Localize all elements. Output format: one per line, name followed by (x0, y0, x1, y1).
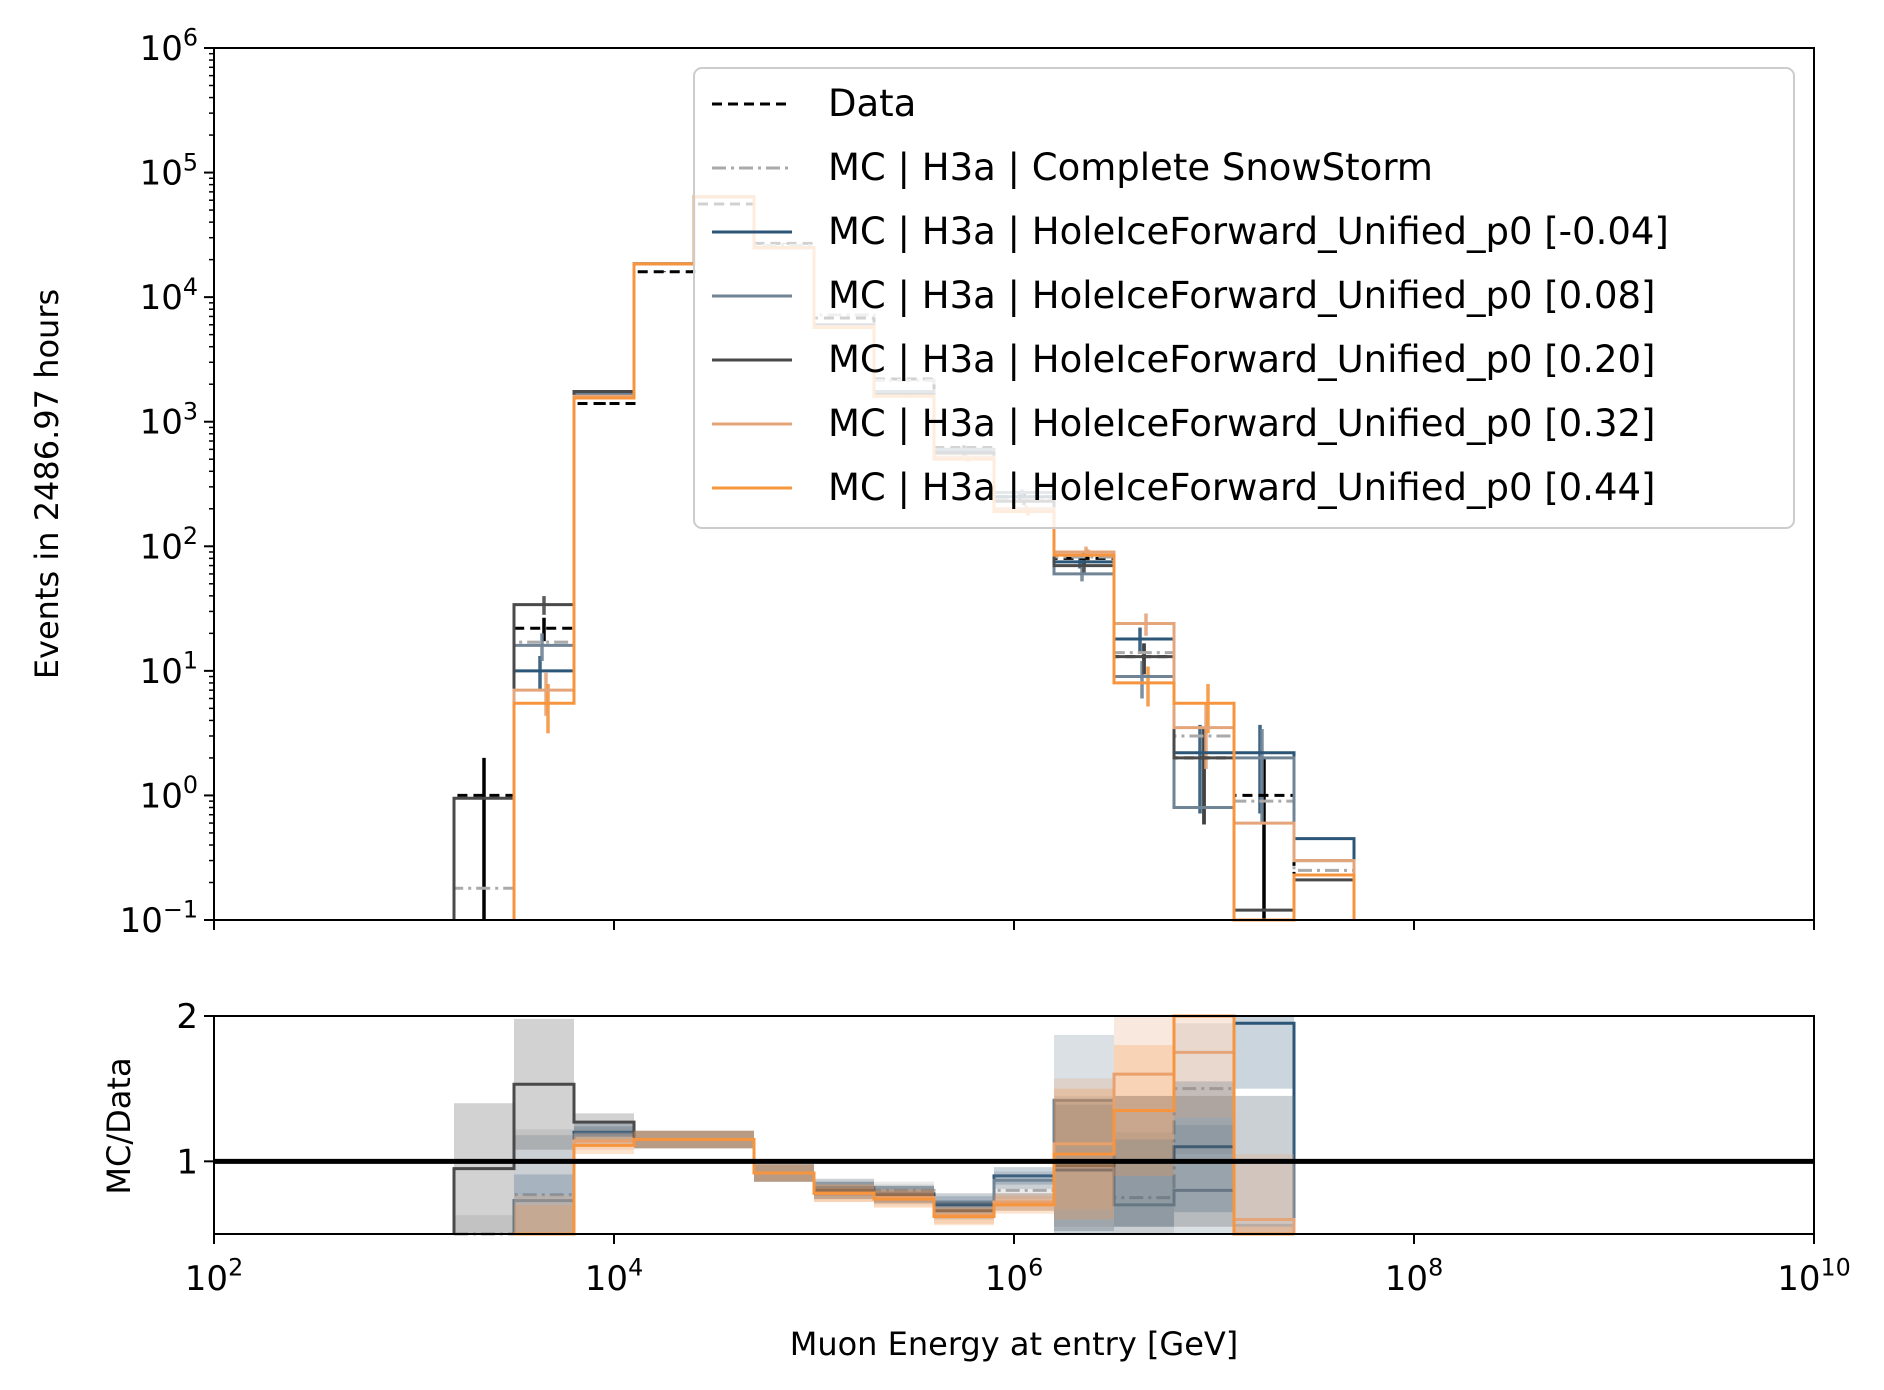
ratio-series-5 (514, 1014, 1294, 1236)
ratio-band-0-11 (1114, 1132, 1174, 1234)
ratio-y-axis-label: MC/Data (100, 1057, 138, 1194)
x-tick-label-2: 106 (985, 1254, 1043, 1299)
x-tick-label-3: 108 (1385, 1254, 1443, 1299)
main-y-tick-label-1: 100 (140, 771, 198, 816)
ratio-y-axis-ticks: 12 (176, 997, 214, 1182)
legend-label-4: MC | H3a | HoleIceForward_Unified_p0 [0.… (828, 338, 1656, 381)
ratio-band-5-13 (1234, 1226, 1294, 1234)
legend-label-5: MC | H3a | HoleIceForward_Unified_p0 [0.… (828, 402, 1656, 445)
main-y-tick-label-4: 103 (140, 397, 198, 442)
ratio-plot-panel: 12 102 104 106 108 1010 MC/Data Muon Energy … (100, 997, 1851, 1363)
legend-label-0: Data (828, 82, 916, 125)
ratio-x-axis-ticks: 102 104 106 108 1010 (185, 1234, 1851, 1299)
main-y-axis-ticks: 10−1 100 101 102 103 104 105 106 (120, 24, 214, 941)
ratio-band-4-1 (514, 1194, 574, 1234)
main-y-tick-label-7: 106 (140, 24, 198, 69)
legend-frame (693, 67, 1795, 529)
ratio-band-0-1 (514, 1129, 574, 1234)
main-y-tick-label-2: 101 (140, 647, 198, 692)
ratio-band-2-1 (514, 1135, 574, 1234)
main-y-tick-label-6: 105 (140, 148, 198, 193)
ratio-band-4-12 (1174, 1016, 1234, 1118)
main-y-tick-label-5: 104 (140, 273, 198, 318)
ratio-y-tick-label-1: 2 (176, 997, 198, 1037)
ratio-band-2-12 (1174, 1125, 1234, 1234)
x-tick-label-1: 104 (585, 1254, 643, 1299)
x-tick-label-4: 1010 (1777, 1254, 1851, 1299)
legend-label-6: MC | H3a | HoleIceForward_Unified_p0 [0.… (828, 466, 1656, 509)
ratio-band-2-11 (1114, 1139, 1174, 1234)
legend-label-1: MC | H3a | Complete SnowStorm (828, 146, 1433, 189)
main-y-tick-label-3: 102 (140, 522, 198, 567)
ratio-band-4-11 (1114, 1016, 1174, 1140)
x-tick-label-0: 102 (185, 1254, 243, 1299)
main-y-tick-label-0: 10−1 (120, 896, 198, 941)
ratio-y-tick-label-0: 1 (176, 1142, 198, 1182)
legend: Data MC | H3a | Complete SnowStorm MC | H3… (693, 67, 1795, 529)
ratio-band-5-1 (514, 1204, 574, 1234)
ratio-band-4-13 (1234, 1154, 1294, 1234)
main-y-axis-label: Events in 2486.97 hours (28, 289, 66, 679)
ratio-band-1-1 (514, 1174, 574, 1234)
ratio-band-3-13 (1234, 1223, 1294, 1234)
main-plot-panel: 10−1 100 101 102 103 104 105 106 Events in 2486… (28, 24, 1815, 941)
legend-items: Data MC | H3a | Complete SnowStorm MC | H3… (712, 82, 1669, 509)
legend-label-2: MC | H3a | HoleIceForward_Unified_p0 [-0… (828, 210, 1669, 253)
ratio-band-1-13 (1234, 1016, 1294, 1089)
ratio-band-0-0 (454, 1215, 514, 1234)
legend-label-3: MC | H3a | HoleIceForward_Unified_p0 [0.… (828, 274, 1656, 317)
main-x-axis-ticks (213, 920, 1815, 930)
ratio-series-group (452, 1014, 1296, 1236)
x-axis-label: Muon Energy at entry [GeV] (790, 1325, 1239, 1363)
ratio-band-0-9 (994, 1181, 1054, 1200)
